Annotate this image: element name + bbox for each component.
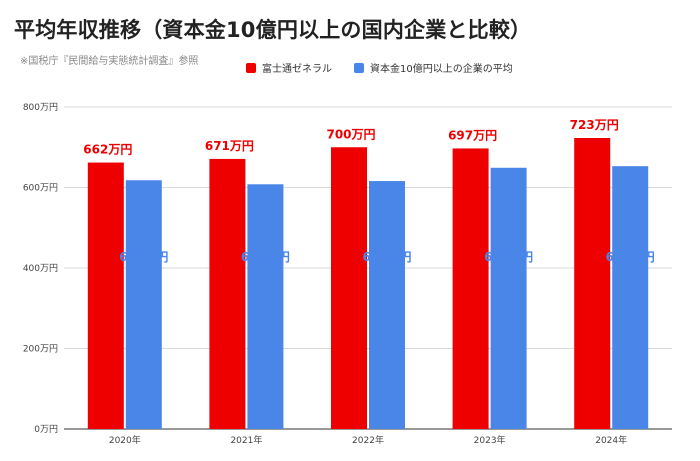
x-tick-label: 2020年: [109, 434, 141, 446]
bar-average: [612, 166, 649, 430]
legend: 富士通ゼネラル 資本金10億円以上の企業の平均: [246, 60, 513, 75]
bar-fujitsu-general: [87, 162, 124, 430]
y-tick-label: 800万円: [23, 102, 58, 113]
legend-label-fujitsu-general: 富士通ゼネラル: [262, 64, 332, 75]
data-label-average: 618万円: [119, 250, 168, 264]
legend-item-average: 資本金10億円以上の企業の平均: [354, 60, 513, 75]
bar-average: [369, 181, 405, 429]
data-label-average: 608万円: [241, 250, 290, 264]
data-label-fujitsu-general: 662万円: [83, 143, 132, 157]
y-tick-label: 200万円: [23, 344, 58, 355]
bar-fujitsu-general: [574, 137, 611, 429]
data-label-average: 653万円: [606, 250, 655, 264]
data-label-fujitsu-general: 697万円: [448, 128, 497, 142]
y-tick-label: 600万円: [23, 183, 58, 194]
bar-average: [490, 167, 527, 429]
y-tick-label: 0万円: [34, 424, 58, 435]
legend-swatch-blue: [354, 62, 364, 73]
bar-average: [247, 184, 284, 429]
x-tick-label: 2022年: [352, 434, 384, 446]
x-tick-label: 2023年: [474, 434, 506, 446]
chart-title: 平均年収推移（資本金10億円以上の国内企業と比較）: [14, 18, 532, 42]
data-label-average: 616万円: [362, 250, 411, 264]
bar-fujitsu-general: [209, 158, 246, 430]
data-label-fujitsu-general: 723万円: [570, 118, 619, 132]
bar-average: [125, 180, 162, 429]
x-tick-label: 2021年: [230, 434, 262, 446]
data-label-fujitsu-general: 700万円: [326, 127, 375, 141]
data-label-average: 649万円: [484, 250, 533, 264]
y-tick-label: 400万円: [23, 263, 58, 274]
legend-label-average: 資本金10億円以上の企業の平均: [370, 64, 513, 75]
legend-item-fujitsu-general: 富士通ゼネラル: [246, 60, 332, 75]
legend-swatch-red: [246, 62, 256, 73]
x-tick-label: 2024年: [595, 434, 627, 446]
data-label-fujitsu-general: 671万円: [205, 139, 254, 153]
source-note: ※国税庁『民間給与実態統計調査』参照: [20, 56, 199, 67]
bar-fujitsu-general: [452, 148, 489, 429]
bar-fujitsu-general: [331, 147, 367, 429]
